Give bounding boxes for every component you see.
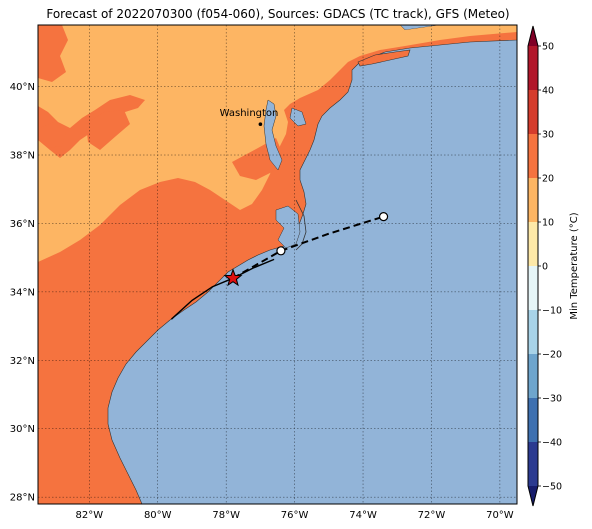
- colorbar-tick-label: −50: [542, 482, 562, 493]
- forecast-point: [378, 212, 389, 222]
- outer-banks: [295, 199, 307, 251]
- lat-tick-label: 34°N: [10, 287, 35, 298]
- forecast-point: [276, 246, 286, 256]
- colorbar-tick-label: −30: [542, 394, 562, 405]
- lat-tick-label: 36°N: [10, 219, 35, 230]
- colorbar-band: [528, 310, 538, 355]
- colorbar-band: [528, 46, 538, 91]
- colorbar-band: [528, 442, 538, 487]
- colorbar-band: [528, 90, 538, 135]
- forecast-track-line: [232, 215, 384, 280]
- grid-lines: [38, 25, 517, 504]
- colorbar-tick-label: −20: [542, 350, 562, 361]
- past-track-line: [170, 258, 275, 320]
- lon-tick-label: 74°W: [349, 510, 377, 521]
- forecast-points: [276, 212, 389, 256]
- lon-tick-label: 70°W: [486, 510, 514, 521]
- lat-tick-label: 38°N: [10, 151, 35, 162]
- lon-tick-label: 82°W: [76, 510, 104, 521]
- map-panel: Washington 82°W 80°W 78°W 76°W 74°W 72°W 70°W …: [10, 24, 518, 521]
- pamlico-sound: [275, 205, 301, 249]
- lat-tick-label: 28°N: [10, 493, 35, 504]
- warm-patch-center: [86, 110, 130, 150]
- colorbar-label: Min Temperature (°C): [569, 212, 580, 319]
- lat-tick-label: 40°N: [10, 82, 35, 93]
- washington-marker: [258, 122, 263, 127]
- colorbar-band: [528, 134, 538, 179]
- figure-title: Forecast of 2022070300 (f054-060), Sourc…: [46, 7, 509, 21]
- warm-patch-west: [40, 122, 66, 148]
- chesapeake-bay: [263, 99, 283, 171]
- long-island: [357, 49, 411, 67]
- lon-tick-label: 72°W: [418, 510, 446, 521]
- washington-label: Washington: [220, 108, 279, 119]
- lat-tick-label: 32°N: [10, 356, 35, 367]
- colorbar-band: [528, 178, 538, 223]
- colorbar-bottom-extend: [528, 486, 538, 506]
- lon-tick-labels: 82°W 80°W 78°W 76°W 74°W 72°W 70°W: [76, 510, 514, 521]
- lon-tick-label: 80°W: [144, 510, 172, 521]
- map-frame: [37, 24, 518, 505]
- colorbar-tick-label: 50: [542, 42, 554, 53]
- colorbar-tick-label: 10: [542, 218, 554, 229]
- lon-tick-label: 78°W: [212, 510, 240, 521]
- colorbar-band: [528, 398, 538, 443]
- colorbar-band: [528, 222, 538, 267]
- storm-position-star-icon: [223, 268, 243, 287]
- colorbar-tick-label: −10: [542, 306, 562, 317]
- colorbar-band: [528, 266, 538, 311]
- colorbar-top-extend: [528, 26, 538, 46]
- colorbar-tick-label: 0: [542, 262, 548, 273]
- lon-tick-label: 76°W: [281, 510, 309, 521]
- colorbar-ticks: 50 40 30 20 10 0 −10 −20 −30 −40 −50: [538, 42, 562, 493]
- delaware-bay: [289, 107, 307, 127]
- colorbar-tick-label: 40: [542, 86, 554, 97]
- colorbar-tick-label: 30: [542, 130, 554, 141]
- colorbar-tick-label: 20: [542, 174, 554, 185]
- colorbar-band: [528, 354, 538, 399]
- lat-tick-label: 30°N: [10, 424, 35, 435]
- colorbar: 50 40 30 20 10 0 −10 −20 −30 −40 −50 Min Temperatu…: [527, 25, 580, 507]
- warm-patch-north: [38, 25, 68, 82]
- colorbar-bands: [528, 26, 538, 506]
- lat-tick-labels: 28°N 30°N 32°N 34°N 36°N 38°N 40°N: [10, 82, 35, 504]
- colorbar-tick-label: −40: [542, 438, 562, 449]
